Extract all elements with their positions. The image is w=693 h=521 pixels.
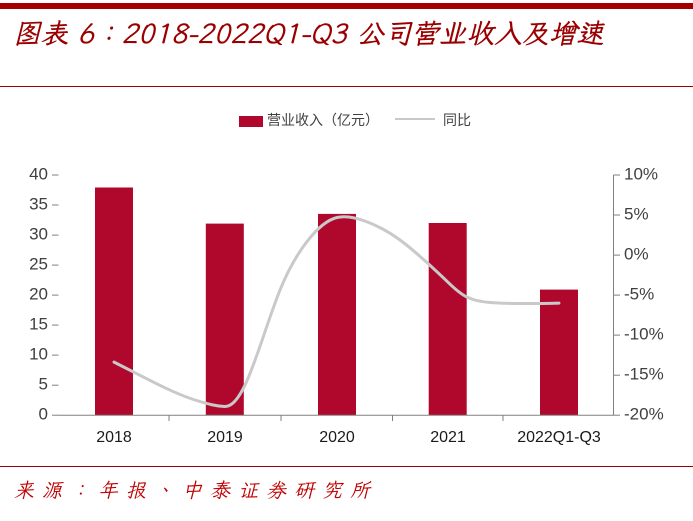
svg-text:2021: 2021 bbox=[430, 429, 466, 446]
svg-text:-10%: -10% bbox=[624, 325, 664, 344]
svg-text:25: 25 bbox=[29, 255, 48, 274]
svg-text:-15%: -15% bbox=[624, 365, 664, 384]
svg-text:40: 40 bbox=[29, 165, 48, 184]
svg-text:2022Q1-Q3: 2022Q1-Q3 bbox=[517, 429, 601, 446]
svg-text:35: 35 bbox=[29, 195, 48, 214]
svg-text:0: 0 bbox=[39, 405, 48, 424]
svg-text:-5%: -5% bbox=[624, 285, 654, 304]
svg-text:10%: 10% bbox=[624, 165, 658, 184]
svg-text:2018: 2018 bbox=[96, 429, 132, 446]
svg-text:10: 10 bbox=[29, 345, 48, 364]
svg-text:5: 5 bbox=[39, 375, 48, 394]
svg-text:2019: 2019 bbox=[207, 429, 243, 446]
svg-text:5%: 5% bbox=[624, 205, 649, 224]
svg-text:0%: 0% bbox=[624, 245, 649, 264]
svg-text:-20%: -20% bbox=[624, 405, 664, 424]
svg-text:2020: 2020 bbox=[319, 429, 355, 446]
svg-text:30: 30 bbox=[29, 225, 48, 244]
svg-text:20: 20 bbox=[29, 285, 48, 304]
svg-text:15: 15 bbox=[29, 315, 48, 334]
